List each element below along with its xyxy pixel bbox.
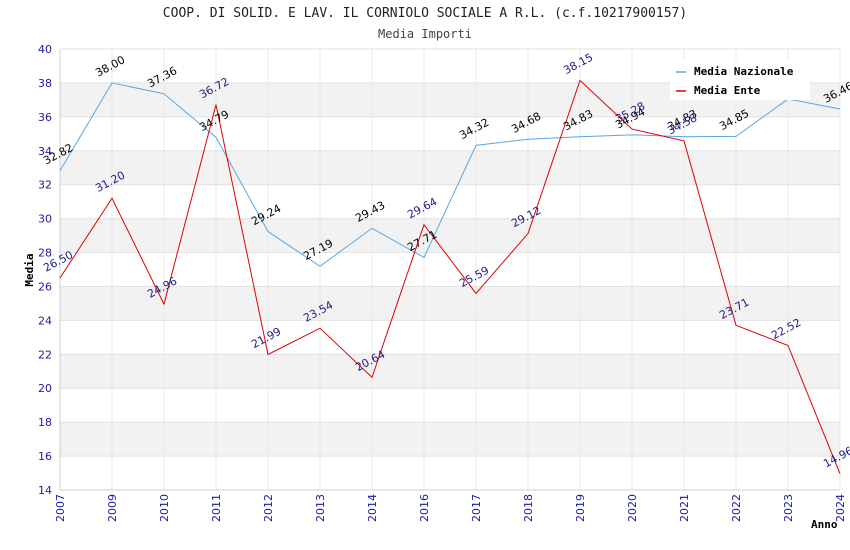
series-lines: [59, 79, 841, 474]
grid-bands: [60, 49, 840, 490]
y-tick-label: 40: [38, 43, 52, 56]
x-tick-label: 2020: [626, 494, 639, 522]
chart-subtitle: Media Importi: [378, 27, 472, 41]
grid-band: [60, 354, 840, 389]
y-tick-label: 28: [38, 247, 52, 260]
grid-band: [60, 150, 840, 185]
x-tick-label: 2007: [54, 494, 67, 522]
legend: Media Nazionale Media Ente: [670, 60, 810, 100]
x-tick-label: 2010: [158, 494, 171, 522]
x-tick-label: 2014: [366, 494, 379, 522]
grid-band: [60, 116, 840, 151]
grid-band: [60, 456, 840, 490]
y-tick-label: 38: [38, 77, 52, 90]
y-tick-label: 16: [38, 450, 52, 463]
y-tick-label: 20: [38, 382, 52, 395]
x-axis-label: Anno: [811, 518, 838, 531]
y-tick-label: 32: [38, 179, 52, 192]
x-tick-label: 2022: [730, 494, 743, 522]
grid-band: [60, 388, 840, 423]
x-tick-label: 2009: [106, 494, 119, 522]
x-tick-label: 2012: [262, 494, 275, 522]
legend-entry: Media Nazionale: [694, 65, 794, 78]
chart-title: COOP. DI SOLID. E LAV. IL CORNIOLO SOCIA…: [162, 6, 688, 21]
grid-lines: [59, 48, 841, 491]
y-tick-label: 26: [38, 280, 52, 293]
legend-box: [670, 60, 810, 100]
y-tick-label: 34: [38, 145, 52, 158]
series-line-media-nazionale: [59, 82, 841, 267]
x-tick-label: 2021: [678, 494, 691, 522]
grid-band: [60, 286, 840, 321]
grid-band: [60, 252, 840, 287]
grid-band: [60, 422, 840, 457]
grid-band: [60, 218, 840, 253]
x-tick-label: 2019: [574, 494, 587, 522]
x-tick-label: 2024: [834, 494, 847, 522]
x-tick-label: 2013: [314, 494, 327, 522]
y-tick-label: 24: [38, 314, 52, 327]
x-tick-label: 2017: [470, 494, 483, 522]
x-tick-labels: 2007 2009 2010 2011 2012 2013 2014 2016 2017 2018…: [54, 494, 847, 522]
axes: [59, 49, 840, 491]
y-tick-label: 14: [38, 484, 52, 497]
y-tick-label: 22: [38, 348, 52, 361]
y-tick-label: 30: [38, 213, 52, 226]
x-tick-label: 2016: [418, 494, 431, 522]
y-tick-labels: 14 16 18 20 22 24 26 28 30 32 34 36 38 40: [38, 43, 52, 497]
grid-band: [60, 320, 840, 355]
x-tick-label: 2023: [782, 494, 795, 522]
series-line-media-ente: [59, 79, 841, 474]
x-tick-label: 2018: [522, 494, 535, 522]
y-axis-label: Media: [23, 253, 36, 286]
x-tick-label: 2011: [210, 494, 223, 522]
y-tick-label: 36: [38, 111, 52, 124]
legend-entry: Media Ente: [694, 84, 761, 97]
y-tick-label: 18: [38, 416, 52, 429]
